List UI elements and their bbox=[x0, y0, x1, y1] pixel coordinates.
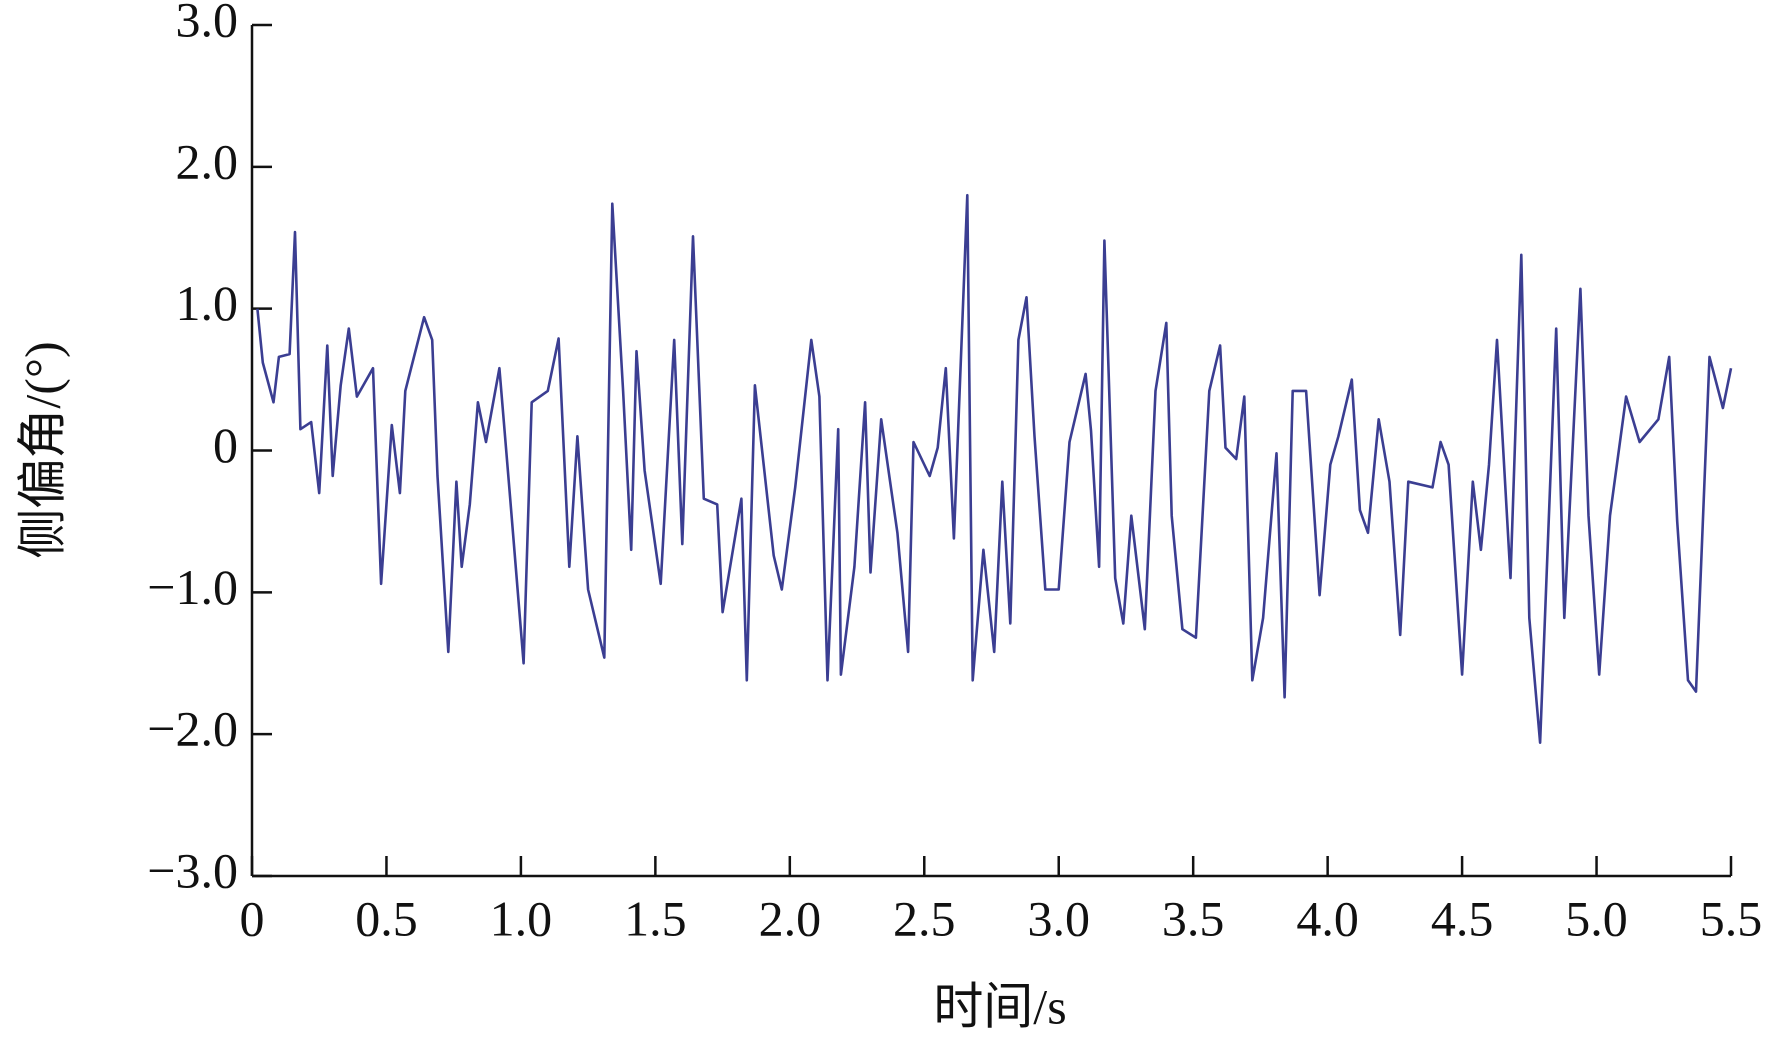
x-axis-label: 时间/s bbox=[933, 978, 1066, 1034]
x-tick-label: 3.5 bbox=[1162, 890, 1225, 946]
x-tick-label: 2.0 bbox=[759, 890, 822, 946]
x-tick-label: 0 bbox=[240, 890, 265, 946]
y-tick-label: −2.0 bbox=[147, 701, 238, 757]
y-tick-label: 0 bbox=[213, 417, 238, 473]
data-line bbox=[256, 193, 1733, 744]
y-tick-label: 3.0 bbox=[176, 0, 239, 47]
x-tick-label: 0.5 bbox=[355, 890, 418, 946]
y-axis-label: 侧偏角/(°) bbox=[14, 341, 70, 558]
y-tick-label: 2.0 bbox=[176, 133, 239, 189]
x-tick-label: 3.0 bbox=[1027, 890, 1090, 946]
x-tick-label: 5.5 bbox=[1700, 890, 1763, 946]
y-tick-label: 1.0 bbox=[176, 275, 239, 331]
x-tick-label: 5.0 bbox=[1565, 890, 1628, 946]
x-tick-label: 2.5 bbox=[893, 890, 956, 946]
x-tick-label: 1.0 bbox=[490, 890, 553, 946]
x-tick-label: 1.5 bbox=[624, 890, 687, 946]
x-tick-label: 4.0 bbox=[1296, 890, 1359, 946]
x-tick-label: 4.5 bbox=[1431, 890, 1494, 946]
y-tick-label: −1.0 bbox=[147, 559, 238, 615]
y-tick-label: −3.0 bbox=[147, 842, 238, 898]
